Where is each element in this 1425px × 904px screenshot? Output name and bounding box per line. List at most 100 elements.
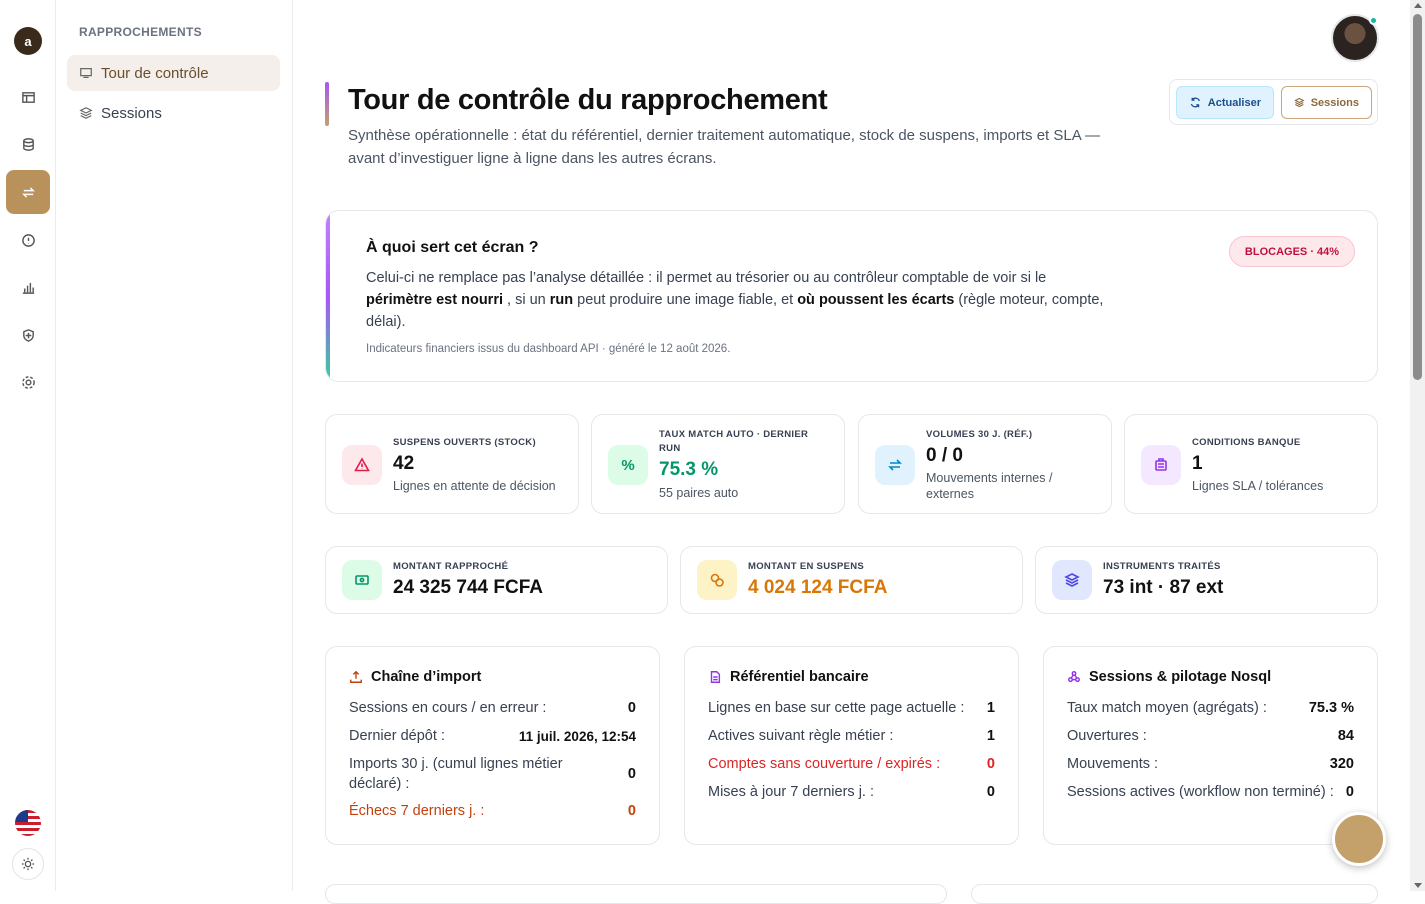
- page-subtitle: Synthèse opérationnelle : état du référe…: [348, 127, 1101, 167]
- row-value: 0: [627, 766, 636, 782]
- us-flag-icon[interactable]: [15, 810, 41, 836]
- panel-row: Dernier dépôt : 11 juil. 2026, 12:54: [349, 726, 636, 746]
- kpi-label: CONDITIONS BANQUE: [1192, 437, 1301, 448]
- panel-row: Imports 30 j. (cumul lignes métier décla…: [349, 754, 636, 794]
- chart-icon[interactable]: [6, 265, 50, 309]
- info-bold: run: [549, 292, 574, 308]
- panel-row: Mouvements : 320: [1067, 754, 1354, 774]
- row-value: 75.3 %: [1308, 700, 1354, 716]
- page-scrollbar[interactable]: [1410, 0, 1425, 891]
- panel-title: Chaîne d’import: [349, 669, 481, 685]
- panel-row: Lignes en base sur cette page actuelle :…: [708, 698, 995, 718]
- refresh-label: Actualiser: [1207, 96, 1261, 109]
- panel-title-text: Référentiel bancaire: [730, 669, 869, 685]
- percent-icon: %: [608, 445, 648, 485]
- bank-icon: [1141, 445, 1181, 485]
- shield-icon[interactable]: [6, 313, 50, 357]
- sidebar-item-sessions[interactable]: Sessions: [67, 95, 280, 131]
- amount-label: MONTANT EN SUSPENS: [748, 561, 865, 572]
- layers-icon: [1052, 560, 1092, 600]
- kpi-value: 0 / 0: [926, 445, 963, 466]
- kpi-card-suspens: SUSPENS OUVERTS (STOCK) 42 Lignes en att…: [325, 414, 579, 514]
- panel-row: Sessions actives (workflow non terminé) …: [1067, 782, 1354, 802]
- info-card-stripe: [326, 211, 330, 381]
- info-card-body: Celui-ci ne remplace pas l’analyse détai…: [366, 267, 1106, 333]
- amount-value: 4 024 124 FCFA: [748, 577, 888, 598]
- amount-card-rapproche: MONTANT RAPPROCHÉ 24 325 744 FCFA: [325, 546, 668, 614]
- info-text: peut produire une image fiable, et: [573, 292, 798, 308]
- sidebar-item-label: Tour de contrôle: [101, 64, 209, 82]
- dashboard-icon[interactable]: [6, 75, 50, 119]
- floating-action-button[interactable]: [1332, 812, 1386, 866]
- row-key: Mouvements :: [1067, 756, 1159, 772]
- info-card-title: À quoi sert cet écran ?: [366, 239, 539, 256]
- row-key: Comptes sans couverture / expirés :: [708, 756, 941, 772]
- amount-label: INSTRUMENTS TRAITÉS: [1103, 561, 1221, 572]
- kpi-desc: Mouvements internes / externes: [926, 471, 1053, 501]
- page-title: Tour de contrôle du rapprochement: [348, 84, 828, 116]
- panel-row: Sessions en cours / en erreur : 0: [349, 698, 636, 718]
- warning-icon: [342, 445, 382, 485]
- kpi-label: TAUX MATCH AUTO · DERNIER RUN: [659, 429, 809, 454]
- next-card: [325, 884, 947, 904]
- row-key: Imports 30 j. (cumul lignes métier décla…: [349, 756, 563, 792]
- transfer-icon[interactable]: [6, 170, 50, 214]
- kpi-label: VOLUMES 30 J. (RÉF.): [926, 429, 1033, 440]
- info-bold: périmètre est nourri: [366, 292, 503, 308]
- sessions-label: Sessions: [1310, 96, 1359, 109]
- layers-icon: [79, 107, 93, 119]
- settings-icon[interactable]: [6, 360, 50, 404]
- info-text: , si un: [503, 292, 550, 308]
- kpi-value: 75.3 %: [659, 459, 719, 480]
- title-accent-bar: [325, 82, 329, 126]
- amount-value: 24 325 744 FCFA: [393, 577, 543, 598]
- icon-rail: a: [0, 0, 56, 891]
- scrollbar-thumb[interactable]: [1413, 14, 1422, 380]
- amount-value: 73 int · 87 ext: [1103, 577, 1224, 598]
- sessions-button[interactable]: Sessions: [1281, 86, 1372, 119]
- kpi-desc: 55 paires auto: [659, 486, 739, 500]
- alert-icon[interactable]: [6, 218, 50, 262]
- row-value: 0: [1345, 784, 1354, 800]
- row-key: Ouvertures :: [1067, 728, 1147, 744]
- kpi-card-volumes: VOLUMES 30 J. (RÉF.) 0 / 0 Mouvements in…: [858, 414, 1112, 514]
- cash-icon: [342, 560, 382, 600]
- kpi-desc: Lignes SLA / tolérances: [1192, 479, 1324, 493]
- sun-icon: [21, 857, 35, 871]
- amount-card-suspens: MONTANT EN SUSPENS 4 024 124 FCFA: [680, 546, 1023, 614]
- panel-row: Taux match moyen (agrégats) : 75.3 %: [1067, 698, 1354, 718]
- database-icon[interactable]: [6, 122, 50, 166]
- row-key: Taux match moyen (agrégats) :: [1067, 700, 1267, 716]
- sidebar-item-tour-de-controle[interactable]: Tour de contrôle: [67, 55, 280, 91]
- row-value: 84: [1337, 728, 1354, 744]
- panel-row: Échecs 7 derniers j. : 0: [349, 801, 636, 821]
- app-logo[interactable]: a: [14, 27, 42, 55]
- row-value: 1: [986, 728, 995, 744]
- network-icon: [1068, 671, 1080, 683]
- header-actions: Actualiser Sessions: [1169, 79, 1378, 125]
- main-content: Tour de contrôle du rapprochement Synthè…: [293, 0, 1410, 904]
- theme-toggle-button[interactable]: [12, 848, 44, 880]
- scroll-up-arrow[interactable]: [1414, 3, 1422, 8]
- layers-icon: [1294, 97, 1305, 108]
- refresh-button[interactable]: Actualiser: [1176, 86, 1274, 119]
- row-key: Sessions actives (workflow non terminé) …: [1067, 784, 1334, 800]
- sidebar-section-title: RAPPROCHEMENTS: [79, 25, 202, 39]
- panel-referentiel: Référentiel bancaire Lignes en base sur …: [684, 646, 1019, 845]
- sidebar: RAPPROCHEMENTS Tour de contrôle Sessions: [56, 0, 293, 891]
- sidebar-item-label: Sessions: [101, 104, 162, 122]
- scroll-down-arrow[interactable]: [1414, 883, 1422, 888]
- kpi-value: 1: [1192, 453, 1203, 474]
- info-bold: où poussent les écarts: [797, 292, 955, 308]
- info-text: Celui-ci ne remplace pas l’analyse détai…: [366, 270, 1047, 286]
- row-value: 0: [627, 803, 636, 819]
- transfer-icon: [875, 445, 915, 485]
- info-card: À quoi sert cet écran ? Celui-ci ne remp…: [325, 210, 1378, 382]
- online-status-dot: [1369, 16, 1378, 25]
- panel-import: Chaîne d’import Sessions en cours / en e…: [325, 646, 660, 845]
- row-value: 0: [986, 756, 995, 772]
- monitor-icon: [80, 68, 92, 78]
- user-avatar[interactable]: [1331, 14, 1379, 62]
- kpi-card-conditions-banque: CONDITIONS BANQUE 1 Lignes SLA / toléran…: [1124, 414, 1378, 514]
- blocages-badge: BLOCAGES · 44%: [1229, 236, 1355, 267]
